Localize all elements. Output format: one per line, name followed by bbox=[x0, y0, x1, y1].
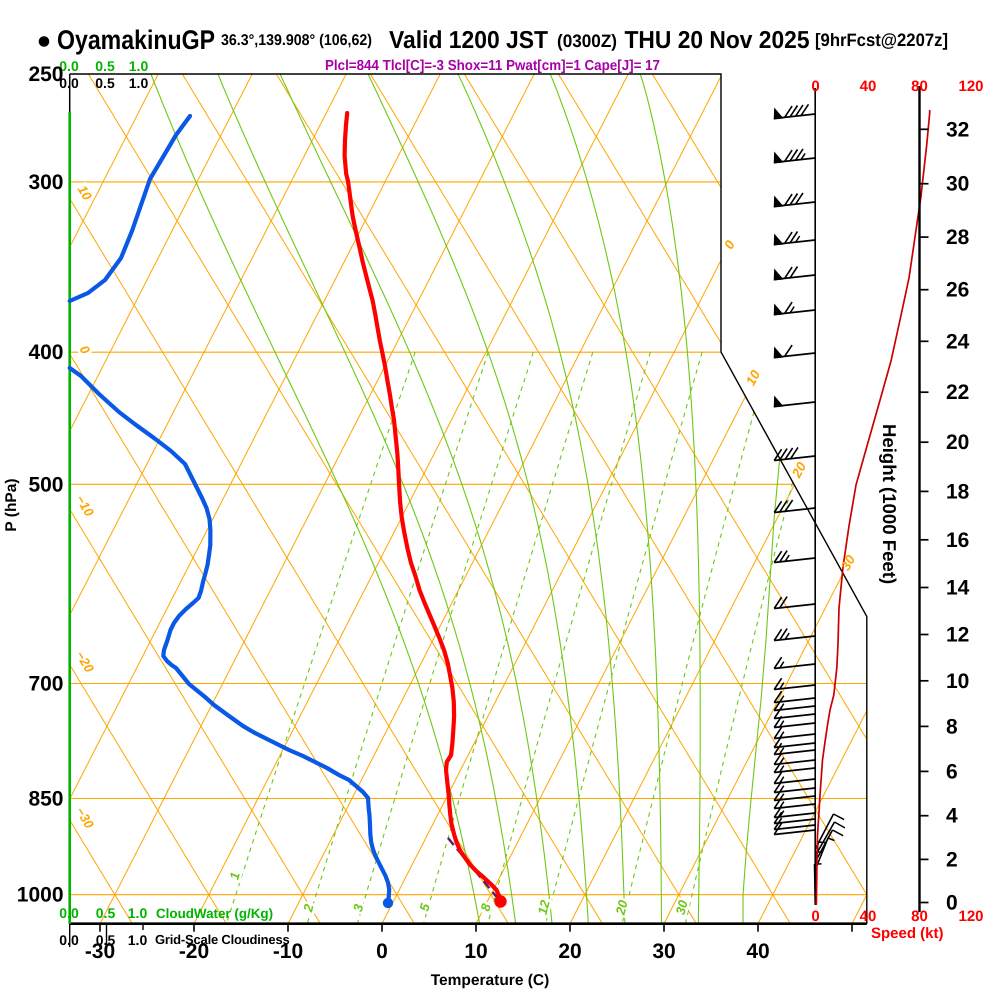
svg-text:20: 20 bbox=[558, 940, 581, 963]
svg-text:700: 700 bbox=[28, 673, 63, 696]
svg-text:850: 850 bbox=[28, 788, 63, 811]
svg-text:CloudWater (g/Kg): CloudWater (g/Kg) bbox=[156, 906, 273, 921]
svg-text:OyamakinuGP: OyamakinuGP bbox=[57, 25, 215, 55]
svg-text:Plcl=844 Tlcl[C]=-3 Shox=11 Pw: Plcl=844 Tlcl[C]=-3 Shox=11 Pwat[cm]=1 C… bbox=[325, 58, 660, 74]
svg-text:12: 12 bbox=[535, 898, 553, 916]
svg-text:THU 20 Nov 2025: THU 20 Nov 2025 bbox=[625, 27, 810, 54]
svg-text:0: 0 bbox=[376, 940, 388, 963]
svg-text:0: 0 bbox=[811, 78, 819, 95]
svg-text:36.3°,139.908° (106,62): 36.3°,139.908° (106,62) bbox=[221, 32, 372, 49]
svg-text:0.5: 0.5 bbox=[95, 75, 115, 91]
svg-text:18: 18 bbox=[946, 480, 970, 503]
svg-text:Temperature (C): Temperature (C) bbox=[431, 972, 550, 989]
svg-text:12: 12 bbox=[946, 624, 969, 647]
svg-text:8: 8 bbox=[477, 901, 493, 912]
svg-text:500: 500 bbox=[28, 473, 63, 496]
svg-text:30: 30 bbox=[838, 552, 859, 573]
svg-text:1000: 1000 bbox=[17, 884, 64, 907]
svg-text:30: 30 bbox=[946, 173, 969, 196]
svg-text:4: 4 bbox=[946, 805, 958, 828]
svg-text:14: 14 bbox=[946, 577, 970, 600]
svg-text:80: 80 bbox=[911, 908, 928, 925]
svg-text:(0300Z): (0300Z) bbox=[557, 31, 617, 51]
svg-text:0.0: 0.0 bbox=[59, 58, 79, 74]
svg-text:6: 6 bbox=[946, 760, 958, 783]
svg-text:10: 10 bbox=[464, 940, 487, 963]
svg-text:Speed (kt): Speed (kt) bbox=[871, 925, 944, 942]
svg-text:Valid 1200 JST: Valid 1200 JST bbox=[389, 27, 548, 54]
svg-text:120: 120 bbox=[958, 908, 983, 925]
svg-text:10: 10 bbox=[946, 670, 969, 693]
svg-text:Height (1000 Feet): Height (1000 Feet) bbox=[879, 424, 900, 584]
svg-text:Grid-Scale Cloudiness: Grid-Scale Cloudiness bbox=[155, 932, 290, 947]
svg-text:1.0: 1.0 bbox=[129, 58, 149, 74]
svg-text:250: 250 bbox=[28, 63, 63, 86]
svg-text:28: 28 bbox=[946, 226, 970, 249]
svg-text:8: 8 bbox=[946, 715, 958, 738]
svg-text:[9hrFcst@2207z]: [9hrFcst@2207z] bbox=[815, 30, 948, 50]
svg-text:40: 40 bbox=[860, 78, 877, 95]
svg-text:20: 20 bbox=[946, 431, 969, 454]
svg-text:120: 120 bbox=[958, 78, 983, 95]
svg-text:0.0: 0.0 bbox=[59, 75, 79, 91]
svg-text:5: 5 bbox=[416, 901, 432, 912]
svg-text:40: 40 bbox=[860, 908, 877, 925]
svg-text:0.0: 0.0 bbox=[59, 905, 79, 921]
svg-text:P (hPa): P (hPa) bbox=[3, 478, 20, 531]
svg-text:16: 16 bbox=[946, 529, 969, 552]
svg-text:1.0: 1.0 bbox=[128, 932, 148, 948]
svg-text:0: 0 bbox=[811, 908, 819, 925]
svg-text:26: 26 bbox=[946, 279, 969, 302]
svg-text:400: 400 bbox=[28, 341, 63, 364]
svg-text:20: 20 bbox=[612, 898, 630, 917]
svg-text:0.5: 0.5 bbox=[96, 932, 116, 948]
svg-text:24: 24 bbox=[946, 330, 970, 353]
svg-text:-20: -20 bbox=[179, 940, 209, 963]
svg-text:2: 2 bbox=[946, 848, 958, 871]
svg-text:1.0: 1.0 bbox=[129, 75, 149, 91]
svg-text:-30: -30 bbox=[85, 940, 115, 963]
svg-text:0.0: 0.0 bbox=[59, 932, 79, 948]
svg-text:20: 20 bbox=[788, 459, 809, 481]
svg-text:32: 32 bbox=[946, 118, 969, 141]
svg-text:30: 30 bbox=[652, 940, 675, 963]
svg-text:1: 1 bbox=[226, 871, 242, 882]
svg-text:80: 80 bbox=[911, 78, 928, 95]
svg-text:0.5: 0.5 bbox=[96, 905, 116, 921]
svg-text:22: 22 bbox=[946, 381, 969, 404]
svg-text:1.0: 1.0 bbox=[128, 905, 148, 921]
svg-text:10: 10 bbox=[743, 367, 764, 388]
svg-text:3: 3 bbox=[350, 902, 366, 913]
svg-text:-10: -10 bbox=[273, 940, 303, 963]
svg-text:30: 30 bbox=[673, 898, 691, 916]
svg-text:40: 40 bbox=[746, 940, 769, 963]
svg-text:300: 300 bbox=[28, 171, 63, 194]
svg-text:0: 0 bbox=[946, 892, 958, 915]
svg-text:0.5: 0.5 bbox=[95, 58, 115, 74]
